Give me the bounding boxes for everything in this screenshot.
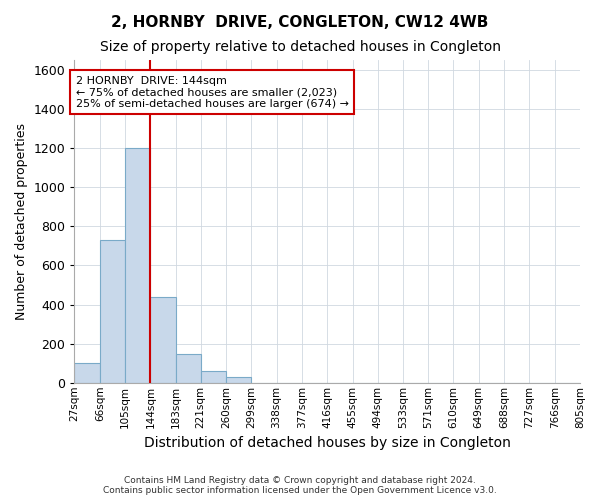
Y-axis label: Number of detached properties: Number of detached properties (15, 123, 28, 320)
Text: 2, HORNBY  DRIVE, CONGLETON, CW12 4WB: 2, HORNBY DRIVE, CONGLETON, CW12 4WB (112, 15, 488, 30)
Bar (74, 363, 100, 383)
Bar (226, 377, 251, 383)
Text: 2 HORNBY  DRIVE: 144sqm
← 75% of detached houses are smaller (2,023)
25% of semi: 2 HORNBY DRIVE: 144sqm ← 75% of detached… (76, 76, 349, 109)
X-axis label: Distribution of detached houses by size in Congleton: Distribution of detached houses by size … (144, 436, 511, 450)
Bar (125, 148, 151, 383)
Text: Contains HM Land Registry data © Crown copyright and database right 2024.
Contai: Contains HM Land Registry data © Crown c… (103, 476, 497, 495)
Bar (100, 240, 125, 383)
Bar (200, 371, 226, 383)
Bar (151, 296, 176, 383)
Bar (176, 354, 200, 383)
Text: Size of property relative to detached houses in Congleton: Size of property relative to detached ho… (100, 40, 500, 54)
